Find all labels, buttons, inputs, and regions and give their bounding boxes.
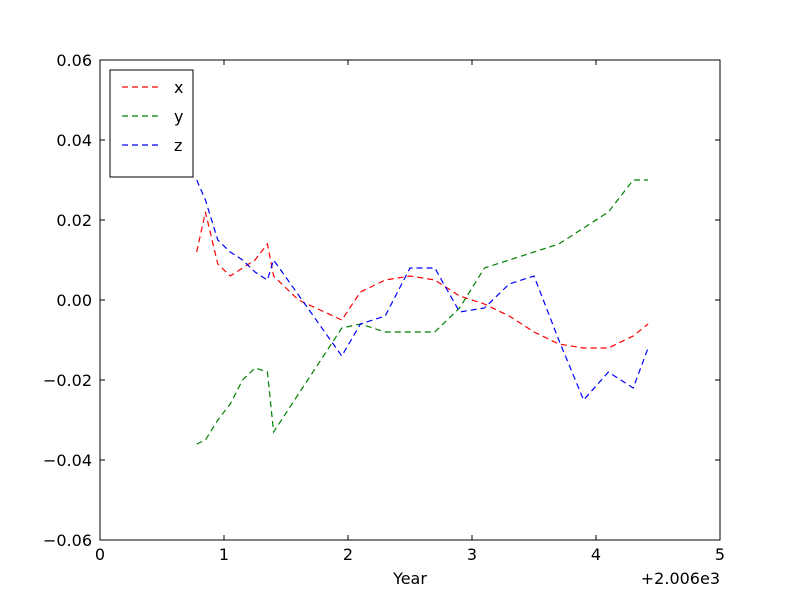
y-tick-label: −0.06 (43, 531, 92, 550)
axes-layer: 0 1 2 3 4 5 −0.06 −0.04 −0.02 0.00 0.02 0.04 0.06 (43, 51, 725, 564)
series-line-x (196, 211, 649, 349)
y-tick-label: 0.02 (56, 211, 92, 230)
series-line-z (196, 179, 649, 402)
x-tick-label: 4 (591, 545, 601, 564)
x-tick-label: 0 (95, 545, 105, 564)
x-tick-label: 1 (219, 545, 229, 564)
legend-label-y: y (174, 107, 183, 126)
x-tick-label: 2 (343, 545, 353, 564)
legend-label-x: x (174, 78, 183, 97)
x-tick-label: 5 (715, 545, 725, 564)
legend-label-z: z (174, 136, 182, 155)
x-axis-label: Year (392, 569, 427, 588)
y-tick-label: 0.06 (56, 51, 92, 70)
x-offset-label: +2.006e3 (641, 569, 720, 588)
y-tick-label: −0.02 (43, 371, 92, 390)
legend: xyz (109, 69, 194, 178)
series-layer (196, 179, 649, 445)
x-tick-label: 3 (467, 545, 477, 564)
series-line-y (196, 179, 649, 445)
y-tick-label: 0.00 (56, 291, 92, 310)
legend-box (109, 69, 194, 178)
y-tick-label: −0.04 (43, 451, 92, 470)
y-tick-label: 0.04 (56, 131, 92, 150)
